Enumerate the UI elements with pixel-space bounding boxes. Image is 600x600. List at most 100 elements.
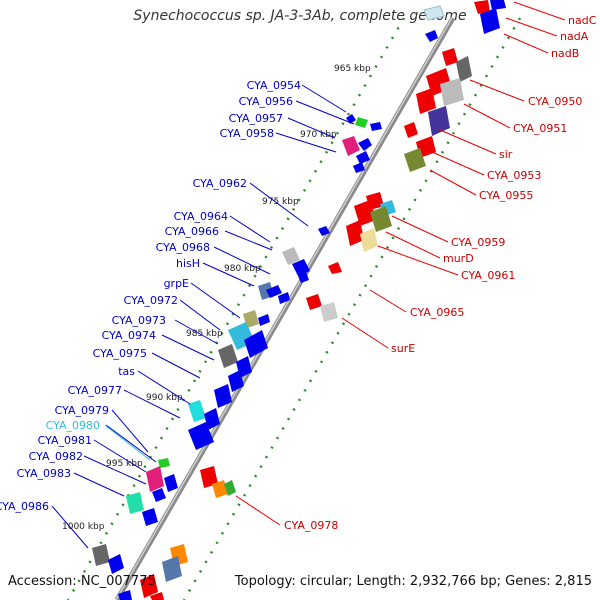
gene-label[interactable]: CYA_0954 [247,79,301,92]
gene-feature[interactable] [108,554,124,574]
gene-feature[interactable] [214,384,232,408]
gene-feature[interactable] [118,590,132,600]
gene-feature[interactable] [320,302,338,322]
gene-label[interactable]: CYA_0958 [220,127,274,140]
gene-feature[interactable] [92,544,110,566]
gene-feature[interactable] [404,122,418,138]
gene-feature[interactable] [346,220,364,246]
gene-label[interactable]: tas [118,365,135,378]
gene-feature[interactable] [258,314,270,326]
gene-feature[interactable] [266,285,282,298]
gene-feature[interactable] [342,136,360,156]
left-leader-lines [51,84,355,549]
gene-label[interactable]: grpE [164,277,189,290]
gene-label[interactable]: hisH [176,257,200,270]
gene-label[interactable]: CYA_0965 [410,306,464,319]
gene-feature[interactable] [318,226,330,236]
gene-label[interactable]: nadC [568,14,597,27]
gene-label[interactable]: CYA_0982 [29,450,83,463]
gene-label[interactable]: nadA [560,30,589,43]
gene-feature[interactable] [292,259,310,276]
gene-label[interactable]: CYA_0968 [156,241,210,254]
gene-feature[interactable] [440,78,464,106]
gene-label[interactable]: CYA_0950 [528,95,582,108]
gene-label[interactable]: CYA_0953 [487,169,541,182]
gene-feature[interactable] [328,262,342,274]
gene-label[interactable]: CYA_0979 [55,404,109,417]
gene-label[interactable]: sir [499,148,513,161]
gene-label[interactable]: murD [443,252,474,265]
gene-feature[interactable] [370,122,382,131]
gene-label[interactable]: surE [391,342,415,355]
gene-label[interactable]: CYA_0974 [102,329,156,342]
gene-feature[interactable] [356,151,370,164]
gene-feature[interactable] [416,88,436,114]
gene-feature[interactable] [353,162,365,173]
gene-feature[interactable] [228,370,244,392]
gene-feature[interactable] [200,466,218,488]
gene-feature[interactable] [162,556,182,582]
gene-feature[interactable] [425,30,438,42]
gene-feature[interactable] [355,117,368,128]
gene-feature[interactable] [164,474,178,492]
outer-tick-dots [182,17,522,600]
gene-label[interactable]: CYA_0961 [461,269,515,282]
gene-feature[interactable] [140,574,158,598]
gene-label[interactable]: nadB [551,47,579,60]
gene-label[interactable]: CYA_0972 [124,294,178,307]
tick-label: 995 kbp [106,459,143,469]
gene-feature[interactable] [126,492,144,514]
gene-feature[interactable] [358,138,372,151]
gene-label[interactable]: CYA_0975 [93,347,147,360]
gene-feature[interactable] [146,466,164,492]
accession-text: Accession: NC_007775 [8,574,156,589]
gene-feature[interactable] [360,228,378,252]
reverse-strand-features [92,5,445,600]
tick-label: 970 kbp [300,130,337,140]
gene-feature[interactable] [306,294,322,310]
gene-feature[interactable] [212,480,228,498]
gene-label[interactable]: CYA_0955 [479,189,533,202]
gene-feature[interactable] [474,0,490,14]
gene-feature[interactable] [150,592,164,600]
gene-label[interactable]: CYA_0964 [174,210,228,223]
gene-label[interactable]: CYA_0978 [284,519,338,532]
gene-label[interactable]: CYA_0973 [112,314,166,327]
gene-feature[interactable] [480,8,500,34]
gene-label[interactable]: CYA_0962 [193,177,247,190]
gene-feature[interactable] [404,148,426,172]
gene-feature[interactable] [354,200,376,226]
gene-label[interactable]: CYA_0959 [451,236,505,249]
gene-feature[interactable] [282,247,300,265]
gene-feature[interactable] [428,106,450,136]
gene-feature[interactable] [423,5,445,21]
gene-label[interactable]: CYA_0986 [0,500,49,513]
tick-label: 975 kbp [262,197,299,207]
gene-feature[interactable] [442,48,458,66]
gene-label[interactable]: CYA_0977 [68,384,122,397]
gene-label[interactable]: CYA_0951 [513,122,567,135]
right-leader-lines [235,1,566,526]
map-title: Synechococcus sp. JA-3-3Ab, complete gen… [133,8,467,24]
gene-feature[interactable] [188,400,206,422]
gene-feature[interactable] [204,408,220,430]
gene-feature[interactable] [370,206,392,232]
gene-feature[interactable] [218,344,238,368]
gene-label[interactable]: CYA_0981 [38,434,92,447]
gene-label[interactable]: CYA_0966 [165,225,219,238]
gene-feature[interactable] [224,480,236,496]
gene-feature[interactable] [298,272,309,283]
gene-feature[interactable] [278,292,290,304]
gene-feature[interactable] [188,422,214,450]
gene-feature[interactable] [142,508,158,526]
gene-label[interactable]: CYA_0983 [17,467,71,480]
gene-label[interactable]: CYA_0957 [229,112,283,125]
gene-feature[interactable] [152,488,166,502]
gene-feature[interactable] [244,330,268,358]
gene-feature[interactable] [490,0,506,10]
gene-label[interactable]: CYA_0980 [46,419,100,432]
gene-feature[interactable] [158,458,170,468]
gene-feature[interactable] [456,56,472,82]
gene-label[interactable]: CYA_0956 [239,95,293,108]
gene-feature[interactable] [243,310,259,328]
